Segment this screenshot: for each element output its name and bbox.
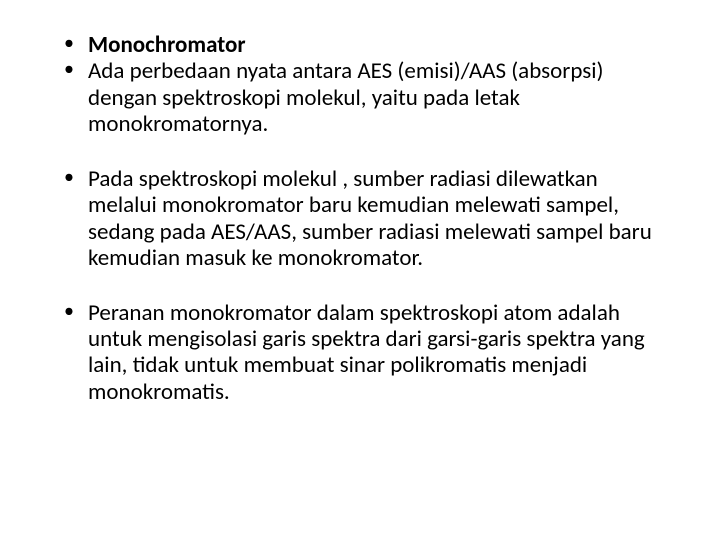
- bullet-list: Monochromator Ada perbedaan nyata antara…: [60, 32, 660, 138]
- bullet-text: Pada spektroskopi molekul , sumber radia…: [88, 165, 652, 272]
- bullet-list: Peranan monokromator dalam spektroskopi …: [60, 300, 660, 406]
- bullet-text: Ada perbedaan nyata antara AES (emisi)/A…: [88, 57, 604, 138]
- bullet-text: Peranan monokromator dalam spektroskopi …: [88, 299, 645, 406]
- bullet-group-2: Pada spektroskopi molekul , sumber radia…: [60, 166, 660, 272]
- slide: Monochromator Ada perbedaan nyata antara…: [0, 0, 720, 540]
- bullet-group-3: Peranan monokromator dalam spektroskopi …: [60, 300, 660, 406]
- bullet-item: Peranan monokromator dalam spektroskopi …: [60, 300, 660, 406]
- bullet-item: Ada perbedaan nyata antara AES (emisi)/A…: [60, 58, 660, 137]
- bullet-list: Pada spektroskopi molekul , sumber radia…: [60, 166, 660, 272]
- bullet-item: Pada spektroskopi molekul , sumber radia…: [60, 166, 660, 272]
- bullet-text: Monochromator: [88, 31, 246, 59]
- bullet-item: Monochromator: [60, 32, 660, 58]
- bullet-group-1: Monochromator Ada perbedaan nyata antara…: [60, 32, 660, 138]
